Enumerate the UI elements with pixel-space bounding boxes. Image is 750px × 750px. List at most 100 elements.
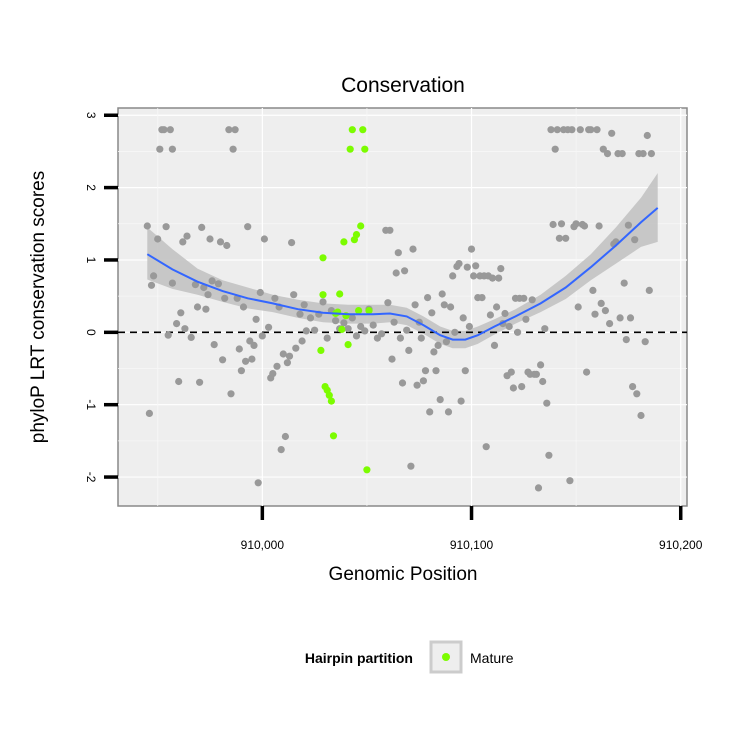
data-point bbox=[419, 377, 427, 385]
smooth-curve bbox=[146, 207, 659, 341]
data-point bbox=[306, 314, 315, 322]
y-tick-label: 3 bbox=[84, 112, 98, 119]
data-point bbox=[583, 368, 591, 376]
data-point bbox=[250, 341, 258, 349]
data-point bbox=[629, 383, 637, 391]
data-point bbox=[428, 309, 436, 317]
data-point bbox=[164, 331, 172, 339]
data-point bbox=[455, 260, 463, 268]
data-point bbox=[396, 334, 404, 342]
legend-title: Hairpin partition bbox=[305, 650, 413, 666]
data-point bbox=[451, 328, 459, 336]
data-point bbox=[288, 239, 296, 247]
data-point bbox=[244, 223, 252, 231]
data-point bbox=[413, 381, 421, 389]
data-point bbox=[298, 337, 306, 345]
data-point bbox=[168, 279, 176, 287]
data-point bbox=[472, 262, 480, 270]
data-point bbox=[589, 286, 597, 294]
data-point bbox=[488, 274, 497, 282]
data-point bbox=[162, 223, 170, 231]
data-point bbox=[549, 220, 557, 229]
data-point bbox=[242, 357, 250, 365]
data-point bbox=[319, 298, 327, 306]
data-point bbox=[545, 451, 553, 459]
data-point bbox=[202, 305, 210, 313]
y-axis-title: phyloP LRT conservation scores bbox=[28, 171, 49, 444]
x-axis-title: Genomic Position bbox=[329, 564, 478, 585]
data-point bbox=[260, 235, 268, 243]
data-point bbox=[311, 326, 319, 334]
data-point bbox=[603, 150, 612, 158]
legend: Hairpin partition Mature bbox=[305, 640, 514, 674]
data-point bbox=[449, 272, 457, 280]
data-point-mature bbox=[359, 126, 367, 134]
data-point bbox=[177, 309, 185, 317]
data-point bbox=[214, 280, 222, 288]
data-point bbox=[645, 286, 653, 294]
data-point bbox=[160, 126, 168, 134]
y-tick-label: -1 bbox=[84, 399, 98, 410]
data-point bbox=[256, 288, 264, 297]
data-point bbox=[478, 294, 486, 302]
data-point bbox=[227, 390, 235, 398]
data-point-mature bbox=[348, 126, 356, 134]
data-point bbox=[361, 327, 369, 335]
data-point bbox=[641, 338, 649, 346]
y-tick-label: 0 bbox=[84, 329, 98, 336]
data-point bbox=[551, 145, 559, 153]
data-point bbox=[281, 432, 289, 441]
data-point bbox=[532, 370, 541, 378]
data-point bbox=[534, 484, 543, 492]
data-point-mature bbox=[344, 341, 352, 349]
scatter-points bbox=[143, 126, 656, 492]
data-point bbox=[340, 319, 348, 327]
data-point bbox=[258, 332, 266, 340]
data-point bbox=[378, 330, 386, 338]
data-point bbox=[147, 281, 156, 289]
data-point bbox=[608, 129, 616, 137]
data-point bbox=[580, 222, 589, 230]
data-point bbox=[601, 307, 610, 315]
data-point bbox=[507, 368, 515, 376]
data-point bbox=[204, 291, 212, 299]
data-point bbox=[179, 238, 187, 246]
data-point bbox=[587, 126, 595, 134]
data-point bbox=[647, 150, 656, 158]
data-point bbox=[597, 299, 605, 307]
data-point bbox=[624, 221, 633, 229]
data-point bbox=[392, 269, 400, 277]
data-point bbox=[436, 396, 444, 404]
data-point bbox=[434, 341, 442, 349]
data-point bbox=[290, 291, 298, 299]
data-point bbox=[562, 234, 570, 242]
data-point bbox=[514, 328, 522, 336]
axes: -2 -1 0 1 2 3 910,000 910,100 910,200 bbox=[84, 112, 703, 552]
data-point bbox=[543, 399, 551, 407]
data-point bbox=[285, 352, 294, 360]
data-point-mature bbox=[365, 307, 373, 315]
data-point bbox=[576, 126, 584, 134]
data-point bbox=[154, 235, 162, 243]
data-point bbox=[173, 320, 181, 328]
data-point-mature bbox=[357, 222, 365, 230]
data-point bbox=[639, 150, 647, 158]
data-point bbox=[323, 334, 331, 342]
data-point bbox=[591, 310, 599, 318]
data-point bbox=[440, 301, 448, 309]
data-point bbox=[216, 238, 225, 246]
smooth-line bbox=[146, 207, 659, 341]
data-point bbox=[237, 367, 245, 375]
x-tick-label: 910,200 bbox=[659, 538, 703, 552]
data-point bbox=[463, 263, 471, 271]
data-point bbox=[198, 223, 206, 231]
data-point bbox=[606, 320, 614, 328]
data-point bbox=[620, 279, 628, 287]
data-point bbox=[223, 241, 231, 250]
data-point bbox=[219, 356, 227, 364]
data-point bbox=[626, 314, 635, 322]
data-point bbox=[595, 222, 603, 230]
data-point bbox=[235, 345, 243, 353]
data-point bbox=[430, 348, 438, 356]
